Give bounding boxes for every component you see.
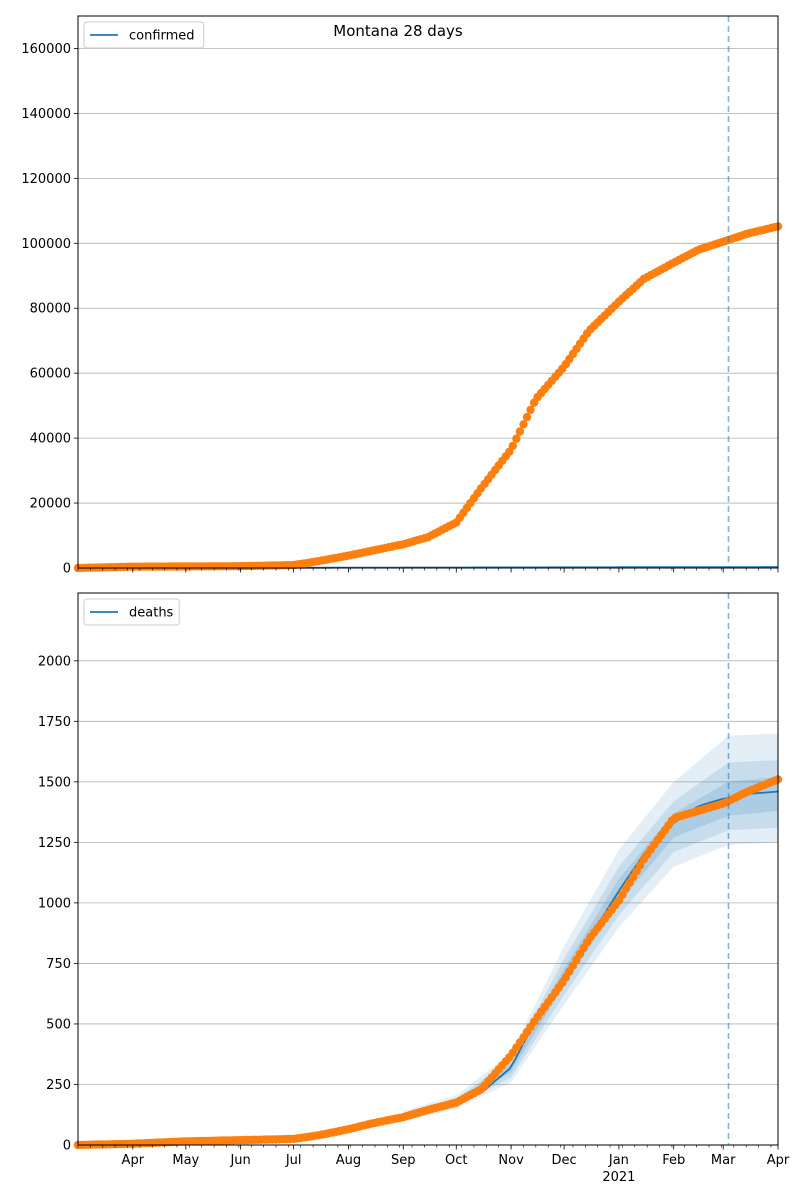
x-tick-label: Sep	[391, 1153, 416, 1168]
axes-frame	[77, 592, 779, 1146]
y-tick-label: 1250	[38, 836, 71, 851]
y-tick-label: 60000	[30, 367, 71, 382]
y-tick-label: 1000	[38, 896, 71, 911]
y-tick-label: 1500	[38, 775, 71, 790]
legend-box	[83, 598, 180, 626]
x-tick-label: Aug	[336, 1153, 361, 1168]
x-tick-label: Apr	[767, 1153, 790, 1168]
legend-box	[83, 21, 205, 49]
x-tick-label: May	[172, 1153, 199, 1168]
deaths-panel: 0 250 500 750 1000 1250 1500 1750 2000 Apr May Jun J…	[38, 592, 790, 1185]
x-tick-label: Jan	[608, 1153, 629, 1168]
observed-point	[522, 412, 532, 422]
x-tick-label: Dec	[552, 1153, 577, 1168]
band-inner	[403, 777, 778, 1118]
chart-title: Montana 28 days	[333, 22, 463, 40]
observed-point	[526, 405, 535, 415]
band-outer	[403, 733, 778, 1121]
legend-label: confirmed	[129, 29, 195, 44]
year-label: 2021	[602, 1170, 635, 1185]
y-tick-label: 0	[63, 1139, 71, 1154]
y-tick-label: 140000	[21, 107, 71, 122]
confirmed-panel: 0 20000 40000 60000 80000 100000 120000 140000 1…	[21, 15, 783, 577]
y-tick-label: 100000	[21, 237, 71, 252]
x-tick-label: Mar	[711, 1153, 736, 1168]
x-tick-label: Jun	[229, 1153, 250, 1168]
y-tick-label: 0	[63, 562, 71, 577]
y-tick-label: 1750	[38, 715, 71, 730]
observed-points	[73, 222, 783, 573]
y-tick-label: 160000	[21, 42, 71, 57]
observed-point	[519, 420, 528, 429]
y-tick-label: 2000	[38, 654, 71, 669]
observed-point	[515, 427, 525, 436]
x-tick-label: Jul	[285, 1153, 302, 1168]
y-tick-label: 750	[46, 957, 71, 972]
legend-label: deaths	[129, 606, 174, 621]
observed-points	[73, 775, 783, 1150]
legend: confirmed	[83, 21, 205, 49]
x-tick-label: Oct	[445, 1153, 467, 1168]
y-tick-label: 20000	[30, 497, 71, 512]
observed-point	[508, 441, 517, 451]
observed-point	[512, 434, 521, 443]
y-tick-label: 250	[46, 1078, 71, 1093]
y-tick-label: 80000	[30, 302, 71, 317]
legend: deaths	[83, 598, 180, 626]
x-tick-label: Nov	[498, 1153, 524, 1168]
x-tick-label: Apr	[122, 1153, 145, 1168]
y-tick-label: 40000	[30, 432, 71, 447]
x-tick-label: Feb	[662, 1153, 685, 1168]
y-tick-label: 500	[46, 1017, 71, 1032]
axes-frame	[77, 15, 779, 569]
y-tick-label: 120000	[21, 172, 71, 187]
